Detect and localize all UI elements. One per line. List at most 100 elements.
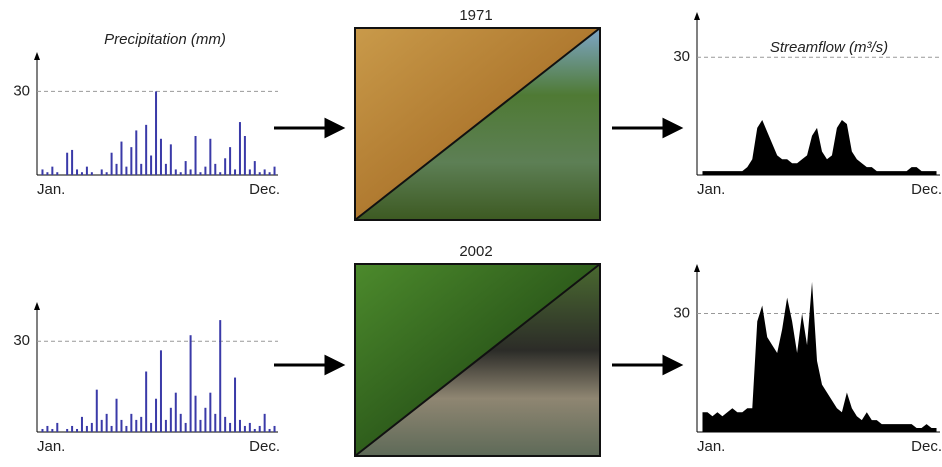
y-tick-label: 30 [13, 82, 30, 99]
bar [91, 172, 93, 175]
bar [106, 172, 108, 175]
x-tick-label: Jan. [37, 438, 65, 455]
bar [274, 426, 276, 432]
bar [120, 420, 122, 432]
bar [195, 396, 197, 432]
bar [199, 172, 201, 175]
chart-title: Streamflow (m³/s) [770, 39, 888, 56]
bar [140, 164, 142, 175]
bar [199, 420, 201, 432]
bar [66, 429, 68, 432]
bar [135, 420, 137, 432]
bar [185, 423, 187, 432]
bar [204, 408, 206, 432]
bar [101, 420, 103, 432]
bar [130, 147, 132, 175]
bar [239, 122, 241, 175]
bar [145, 372, 147, 432]
bar [155, 91, 157, 175]
bar [106, 414, 108, 432]
bar [204, 167, 206, 175]
bar [86, 167, 88, 175]
bar [264, 414, 266, 432]
x-tick-label: Dec. [249, 181, 280, 198]
bar [91, 423, 93, 432]
bar [209, 393, 211, 432]
bar [274, 167, 276, 175]
bar [86, 426, 88, 432]
y-tick-label: 30 [673, 48, 690, 65]
bar [195, 136, 197, 175]
x-tick-label: Dec. [911, 438, 942, 455]
bar [116, 164, 118, 175]
bar [81, 172, 83, 175]
axis-arrow [34, 302, 40, 310]
bar [165, 420, 167, 432]
photo-1971 [355, 28, 600, 220]
bar [56, 172, 58, 175]
bar [219, 320, 221, 432]
y-tick-label: 30 [673, 304, 690, 321]
x-tick-label: Dec. [911, 181, 942, 198]
bar [101, 169, 103, 175]
bar [170, 408, 172, 432]
bar [41, 169, 43, 175]
bar [234, 378, 236, 432]
x-tick-label: Jan. [697, 438, 725, 455]
bar [269, 429, 271, 432]
bar [150, 156, 152, 176]
bar [125, 426, 127, 432]
bar [214, 164, 216, 175]
x-tick-label: Jan. [37, 181, 65, 198]
page: 1971 2002 Precipitation (mm) 30 Jan. Dec. St… [0, 0, 942, 467]
bar [160, 139, 162, 175]
x-tick-label: Dec. [249, 438, 280, 455]
axis-arrow [34, 52, 40, 60]
bar [239, 420, 241, 432]
bar [269, 172, 271, 175]
bar [175, 393, 177, 432]
bar [190, 169, 192, 175]
bar [71, 426, 73, 432]
bar [249, 169, 251, 175]
photo-2002 [355, 264, 600, 456]
bar [111, 153, 113, 175]
bar [76, 429, 78, 432]
y-tick-label: 30 [13, 332, 30, 349]
bar [96, 390, 98, 432]
bar [264, 169, 266, 175]
bar [51, 167, 53, 175]
bar [140, 417, 142, 432]
bar [190, 335, 192, 432]
bar [160, 350, 162, 432]
bar [229, 423, 231, 432]
bar [46, 172, 48, 175]
axis-arrow [694, 12, 700, 20]
bar [244, 426, 246, 432]
bar [46, 426, 48, 432]
bar [234, 169, 236, 175]
bar [76, 169, 78, 175]
photo-year: 2002 [459, 243, 492, 260]
bar [125, 167, 127, 175]
chart-title: Precipitation (mm) [104, 31, 226, 48]
bar [130, 414, 132, 432]
bar [135, 130, 137, 175]
bar [41, 429, 43, 432]
bar [229, 147, 231, 175]
bar [180, 172, 182, 175]
bar [249, 423, 251, 432]
bar [254, 161, 256, 175]
bar [51, 429, 53, 432]
bar [111, 426, 113, 432]
bar [71, 150, 73, 175]
bar [56, 423, 58, 432]
bar [150, 423, 152, 432]
photo-year: 1971 [459, 7, 492, 24]
bar [81, 417, 83, 432]
streamflow-area [702, 282, 936, 432]
bar [116, 399, 118, 432]
figure: 1971 2002 Precipitation (mm) 30 Jan. Dec. St… [0, 0, 942, 462]
bar [209, 139, 211, 175]
bar [180, 414, 182, 432]
